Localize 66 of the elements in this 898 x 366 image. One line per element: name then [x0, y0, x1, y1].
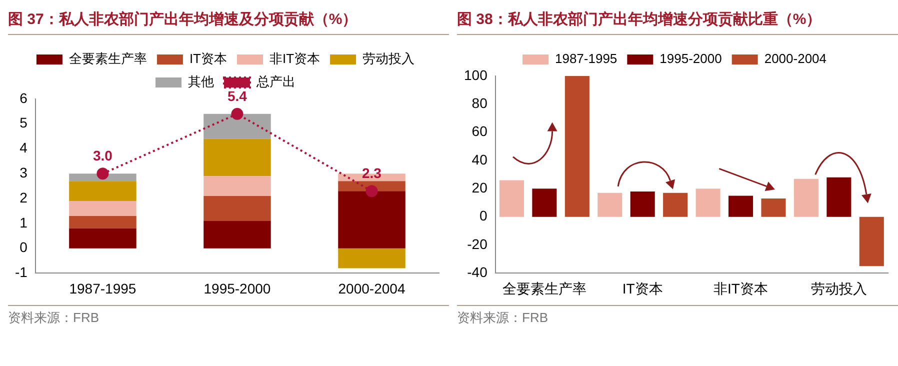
bar	[728, 196, 754, 217]
data-label: 2.3	[362, 164, 382, 181]
y-tick-label: -20	[467, 236, 488, 252]
y-tick-label: 3	[20, 164, 28, 181]
bar	[69, 201, 136, 216]
bar	[598, 192, 622, 217]
bar	[69, 181, 136, 202]
y-tick-label: 5	[20, 114, 28, 131]
bar	[338, 248, 406, 268]
bar	[663, 192, 688, 217]
bar	[794, 178, 818, 217]
x-tick-label: 1987-1995	[69, 280, 136, 296]
y-tick-label: 0	[480, 208, 488, 224]
bar	[630, 192, 655, 217]
y-tick-label: 2	[20, 189, 28, 206]
x-tick-label: 2000-2004	[338, 280, 406, 296]
legend-label: IT资本	[189, 51, 228, 66]
data-label: 3.0	[92, 148, 113, 164]
legend-label: 1995-2000	[660, 51, 722, 66]
bar	[826, 177, 852, 217]
x-tick-label: IT资本	[622, 280, 663, 296]
x-tick-label: 全要素生产率	[502, 280, 586, 296]
y-tick-label: 100	[464, 66, 488, 83]
bar	[338, 181, 406, 192]
y-tick-label: -1	[14, 264, 28, 280]
legend-label: 其他	[188, 74, 214, 90]
bar	[69, 216, 136, 228]
bar	[204, 138, 271, 176]
y-tick-label: 80	[472, 95, 488, 112]
y-tick-label: 6	[20, 90, 28, 106]
bar	[499, 180, 524, 217]
y-tick-label: 4	[20, 140, 28, 156]
y-tick-label: -40	[467, 264, 488, 280]
bar	[204, 220, 271, 248]
bar	[761, 198, 786, 217]
y-tick-label: 40	[472, 151, 488, 168]
y-tick-label: 20	[472, 180, 488, 196]
bar	[696, 188, 720, 217]
bar	[564, 76, 590, 217]
bar	[859, 216, 884, 266]
y-tick-label: 60	[472, 123, 488, 140]
y-tick-label: 1	[20, 214, 28, 230]
legend-label: 1987-1995	[554, 51, 618, 66]
legend-label: 全要素生产率	[68, 51, 147, 66]
x-tick-label: 劳动投入	[810, 280, 867, 296]
bar	[204, 196, 271, 221]
data-label: 5.4	[227, 88, 248, 104]
x-tick-label: 非IT资本	[714, 280, 768, 296]
chart-title: 图 38：私人非农部门产出年均增速分项贡献比重（%）	[457, 8, 898, 35]
y-tick-label: 0	[20, 239, 28, 256]
text: 资料来源：FRB	[8, 309, 100, 327]
bar	[204, 176, 271, 196]
point	[231, 108, 244, 120]
x-tick-label: 1995-2000	[204, 280, 271, 296]
legend-label: 劳动投入	[362, 51, 415, 66]
legend-label: 非IT资本	[270, 51, 320, 66]
point	[96, 168, 109, 180]
bar	[69, 228, 136, 248]
bar	[338, 191, 406, 248]
bar	[532, 188, 557, 217]
legend-label: 总产出	[256, 74, 296, 90]
legend-label: 2000-2004	[764, 51, 827, 66]
point	[366, 185, 378, 198]
bar	[204, 114, 271, 139]
chart-title: 图 37：私人非农部门产出年均增速及分项贡献（%）	[8, 8, 449, 35]
text: 资料来源：FRB	[457, 309, 549, 327]
